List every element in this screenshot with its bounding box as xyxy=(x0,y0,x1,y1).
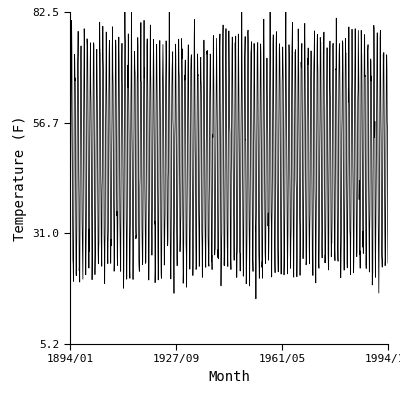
X-axis label: Month: Month xyxy=(208,370,250,384)
Y-axis label: Temperature (F): Temperature (F) xyxy=(13,115,27,241)
